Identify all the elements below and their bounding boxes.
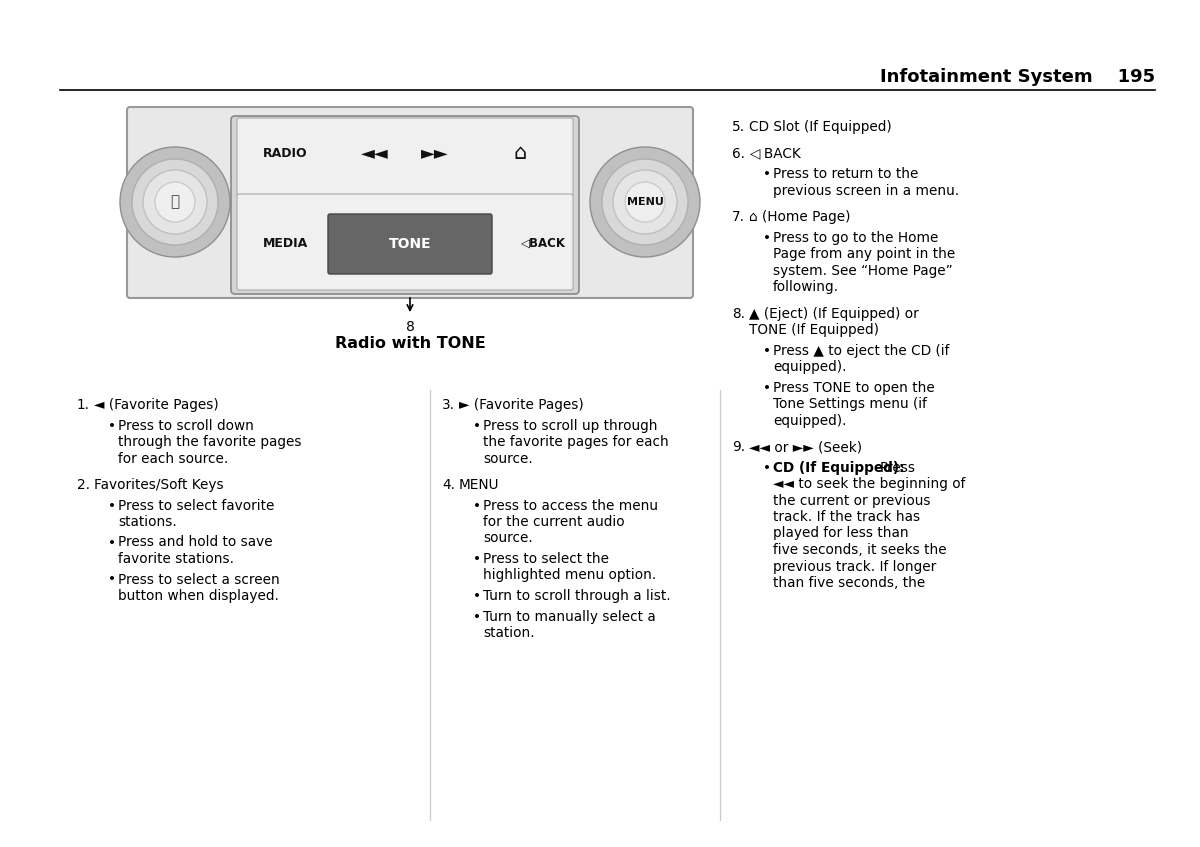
Text: •: • [473,499,481,512]
Text: Press TONE to open the: Press TONE to open the [773,380,935,395]
Text: 1.: 1. [77,398,90,412]
Text: Page from any point in the: Page from any point in the [773,247,955,261]
Text: stations.: stations. [118,515,176,529]
Text: Press to select favorite: Press to select favorite [118,499,275,512]
Text: Radio with TONE: Radio with TONE [335,336,485,351]
Text: 5.: 5. [732,120,745,134]
Text: favorite stations.: favorite stations. [118,552,234,566]
Text: highlighted menu option.: highlighted menu option. [482,568,656,583]
Text: ⏻: ⏻ [170,195,180,209]
Text: ► (Favorite Pages): ► (Favorite Pages) [458,398,583,412]
Text: Favorites/Soft Keys: Favorites/Soft Keys [94,478,223,492]
Text: Turn to scroll through a list.: Turn to scroll through a list. [482,589,671,603]
Circle shape [590,147,700,257]
Circle shape [625,182,665,222]
Text: •: • [108,535,116,550]
Text: the current or previous: the current or previous [773,494,930,507]
Text: •: • [108,418,116,433]
Text: ◄ (Favorite Pages): ◄ (Favorite Pages) [94,398,218,412]
Circle shape [120,147,230,257]
Text: button when displayed.: button when displayed. [118,589,278,603]
Text: Press to return to the: Press to return to the [773,167,918,181]
Text: ◄◄: ◄◄ [361,144,389,162]
Text: ▲ (Eject) (If Equipped) or: ▲ (Eject) (If Equipped) or [749,307,919,320]
Text: ◁BACK: ◁BACK [521,236,565,250]
Text: 7.: 7. [732,210,745,224]
Text: RADIO: RADIO [263,147,307,159]
Text: than five seconds, the: than five seconds, the [773,576,925,590]
Text: Press: Press [880,461,916,474]
Text: •: • [763,461,772,474]
Text: •: • [108,499,116,512]
Circle shape [143,170,208,234]
Text: Press to scroll down: Press to scroll down [118,418,254,433]
Text: Press to select the: Press to select the [482,552,610,566]
Text: CD (If Equipped):: CD (If Equipped): [773,461,905,474]
Text: five seconds, it seeks the: five seconds, it seeks the [773,543,947,557]
Text: previous track. If longer: previous track. If longer [773,560,936,573]
Text: ⌂: ⌂ [514,143,527,163]
Text: previous screen in a menu.: previous screen in a menu. [773,184,959,197]
Text: 9.: 9. [732,440,745,454]
Text: Turn to manually select a: Turn to manually select a [482,610,655,623]
Text: station.: station. [482,626,535,640]
Text: for each source.: for each source. [118,451,228,466]
Text: ◄◄ or ►► (Seek): ◄◄ or ►► (Seek) [749,440,862,454]
FancyBboxPatch shape [238,194,574,290]
Circle shape [132,159,218,245]
Text: TONE (If Equipped): TONE (If Equipped) [749,323,878,337]
Text: •: • [473,589,481,603]
Text: •: • [763,344,772,357]
Text: MENU: MENU [458,478,499,492]
Text: 6.: 6. [732,147,745,160]
Text: ◁ BACK: ◁ BACK [749,147,800,160]
FancyBboxPatch shape [127,107,694,298]
Text: source.: source. [482,532,533,545]
Text: •: • [473,552,481,566]
Text: •: • [108,573,116,586]
Text: 8.: 8. [732,307,745,320]
Text: equipped).: equipped). [773,360,846,374]
Text: •: • [473,610,481,623]
Text: Tone Settings menu (if: Tone Settings menu (if [773,397,926,411]
Text: •: • [473,418,481,433]
FancyBboxPatch shape [230,116,580,294]
Text: Press to access the menu: Press to access the menu [482,499,658,512]
Text: MEDIA: MEDIA [263,236,307,250]
Text: •: • [763,380,772,395]
Text: ⌂ (Home Page): ⌂ (Home Page) [749,210,851,224]
Text: played for less than: played for less than [773,527,908,540]
Text: MENU: MENU [626,197,664,207]
Text: Press to select a screen: Press to select a screen [118,573,280,586]
Text: Press ▲ to eject the CD (if: Press ▲ to eject the CD (if [773,344,949,357]
Text: Press and hold to save: Press and hold to save [118,535,272,550]
Text: following.: following. [773,280,839,294]
Text: ►►: ►► [421,144,449,162]
Text: through the favorite pages: through the favorite pages [118,435,301,449]
Text: 8: 8 [406,320,414,334]
Text: •: • [763,167,772,181]
Text: equipped).: equipped). [773,413,846,428]
Circle shape [155,182,194,222]
Text: 3.: 3. [442,398,455,412]
Circle shape [613,170,677,234]
Circle shape [602,159,688,245]
Text: •: • [763,230,772,245]
Text: 2.: 2. [77,478,90,492]
FancyBboxPatch shape [328,214,492,274]
Text: 4.: 4. [442,478,455,492]
Text: CD Slot (If Equipped): CD Slot (If Equipped) [749,120,892,134]
Text: Infotainment System    195: Infotainment System 195 [880,68,1154,86]
Text: ◄◄ to seek the beginning of: ◄◄ to seek the beginning of [773,477,965,491]
Text: system. See “Home Page”: system. See “Home Page” [773,263,953,278]
Text: TONE: TONE [389,237,431,251]
FancyBboxPatch shape [238,118,574,197]
Text: the favorite pages for each: the favorite pages for each [482,435,668,449]
Text: Press to scroll up through: Press to scroll up through [482,418,658,433]
Text: track. If the track has: track. If the track has [773,510,920,524]
Text: Press to go to the Home: Press to go to the Home [773,230,938,245]
Text: for the current audio: for the current audio [482,515,625,529]
Text: source.: source. [482,451,533,466]
